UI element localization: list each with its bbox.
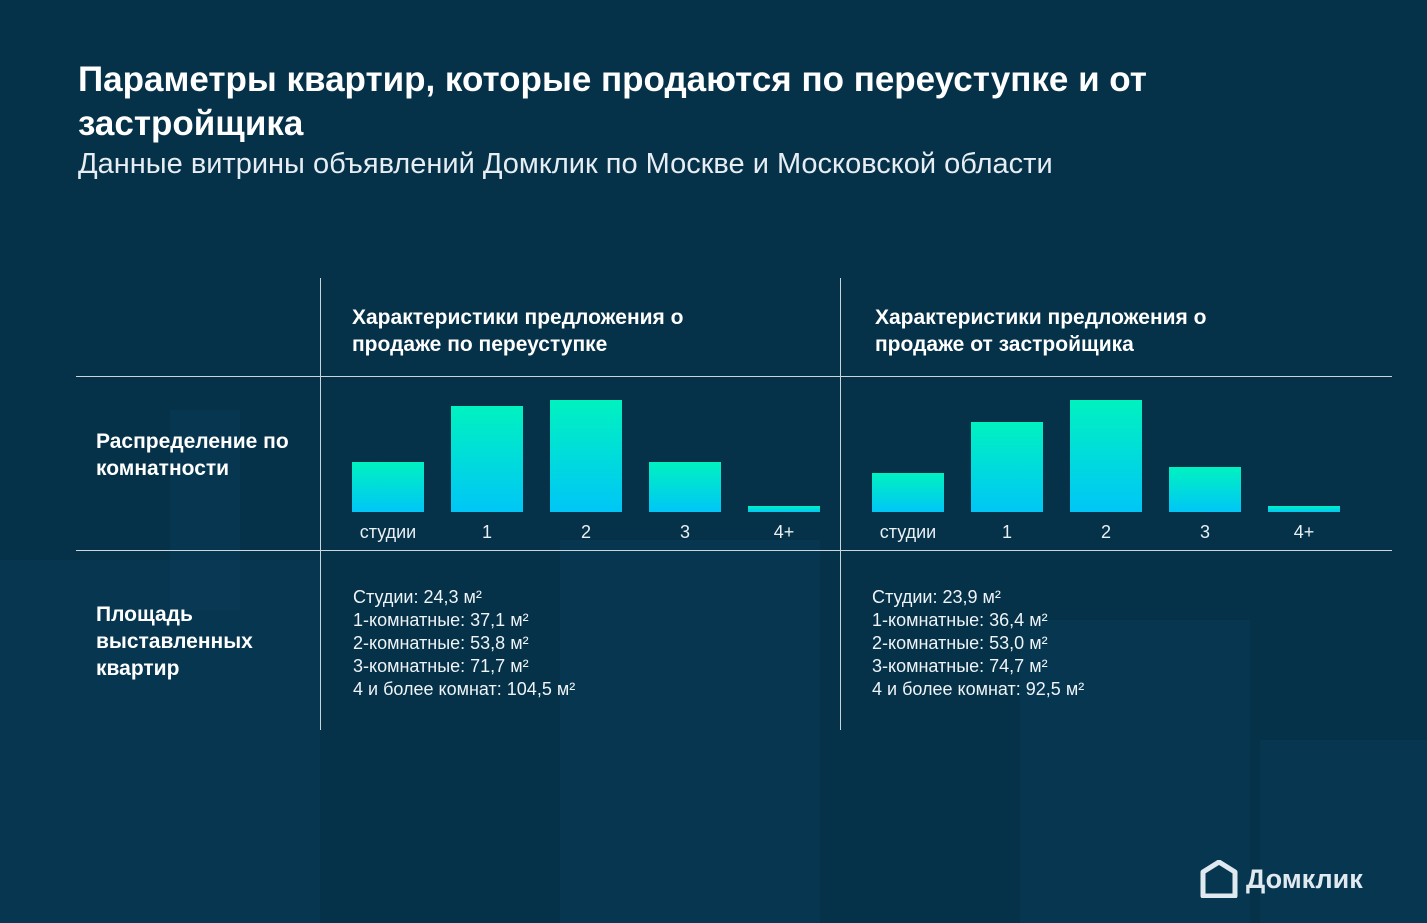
row-header-rooms: Распределение по комнатности [96,430,289,480]
resale-room-distribution-chart: студии 1 2 3 4+ [352,400,822,550]
area-item: Студии: 23,9 м² [872,587,1001,607]
tick-label: 3 [679,522,690,542]
area-item: 3-комнатные: 71,7 м² [353,656,529,676]
developer-area-list: Студии: 23,9 м² 1-комнатные: 36,4 м² 2-к… [872,586,1084,701]
page-title: Параметры квартир, которые продаются по … [78,60,1147,143]
background-shape [1260,740,1427,923]
bar-1 [971,422,1043,512]
tick-label: студии [359,522,417,542]
area-item: 3-комнатные: 74,7 м² [872,656,1048,676]
bar-2 [550,400,622,512]
area-item: 2-комнатные: 53,0 м² [872,633,1048,653]
tick-label: 2 [580,522,591,542]
row-header-area: Площадь выставленных квартир [96,603,253,680]
page-subtitle: Данные витрины объявлений Домклик по Мос… [78,148,1053,180]
tick-label: 1 [1001,522,1012,542]
house-logo-icon [1200,860,1238,898]
area-item: 4 и более комнат: 92,5 м² [872,679,1085,699]
brand-logo: Домклик [1200,860,1363,898]
tick-label: 3 [1199,522,1210,542]
background-shape [0,560,320,923]
bar-2 [1070,400,1142,512]
area-item: 1-комнатные: 37,1 м² [353,610,529,630]
bar-1 [451,406,523,512]
column-divider [320,278,321,730]
tick-label: 4+ [1293,522,1315,542]
tick-label: 1 [481,522,492,542]
bar-4+ [748,506,820,512]
column-divider [840,278,841,730]
background-shape [1020,620,1250,923]
bar-студии [872,473,944,512]
row-divider [76,550,1392,551]
brand-name: Домклик [1246,863,1363,894]
tick-label: студии [879,522,937,542]
bar-студии [352,462,424,512]
background-shape [170,410,240,610]
area-item: Студии: 24,3 м² [353,587,482,607]
tick-label: 4+ [773,522,795,542]
row-divider [76,376,1392,377]
developer-room-distribution-chart: студии 1 2 3 4+ [872,400,1342,550]
area-item: 1-комнатные: 36,4 м² [872,610,1048,630]
bar-3 [1169,467,1241,512]
background-shape [560,540,820,923]
area-item: 4 и более комнат: 104,5 м² [353,679,576,699]
bar-4+ [1268,506,1340,512]
column-header-developer: Характеристики предложения о продаже от … [875,306,1207,356]
bar-3 [649,462,721,512]
tick-label: 2 [1100,522,1111,542]
column-header-resale: Характеристики предложения о продаже по … [352,306,684,356]
area-item: 2-комнатные: 53,8 м² [353,633,529,653]
resale-area-list: Студии: 24,3 м² 1-комнатные: 37,1 м² 2-к… [353,586,575,701]
